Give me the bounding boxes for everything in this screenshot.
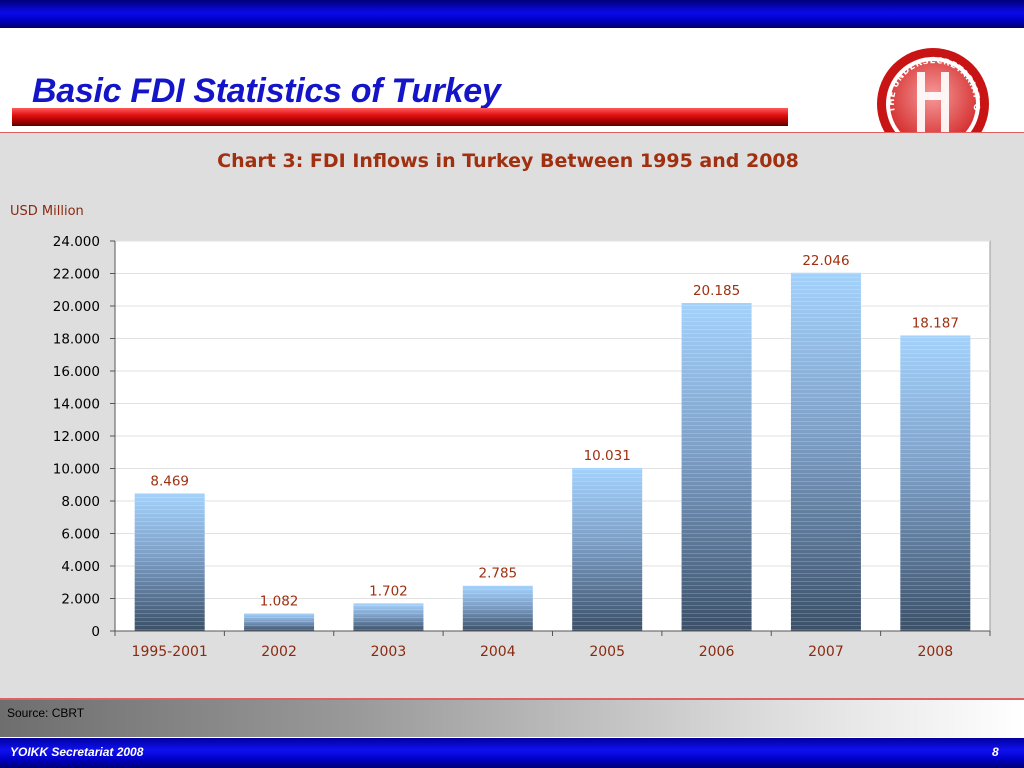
x-tick-label: 2008 bbox=[917, 644, 953, 660]
data-label: 10.031 bbox=[584, 448, 631, 464]
bar-texture bbox=[681, 302, 752, 631]
data-label: 1.082 bbox=[260, 593, 299, 609]
data-label: 18.187 bbox=[912, 315, 959, 331]
page-number: 8 bbox=[992, 745, 999, 759]
y-tick-label: 4.000 bbox=[61, 559, 100, 575]
bar-texture bbox=[900, 335, 971, 631]
y-tick-label: 20.000 bbox=[53, 299, 100, 315]
bottom-blue-band bbox=[0, 738, 1024, 768]
data-label: 20.185 bbox=[693, 283, 740, 299]
bar-texture bbox=[790, 272, 861, 631]
title-underline-bar bbox=[12, 108, 788, 126]
y-tick-label: 16.000 bbox=[53, 364, 100, 380]
axes: 0 2.000 4.000 6.000 8.000 10.000 12.000 14.000 1… bbox=[53, 234, 991, 660]
y-tick-label: 22.000 bbox=[53, 267, 100, 283]
bar-texture bbox=[572, 467, 643, 631]
slide-title: Basic FDI Statistics of Turkey bbox=[32, 72, 501, 110]
divider-bottom bbox=[0, 698, 1024, 700]
y-tick-label: 8.000 bbox=[61, 494, 100, 510]
fdi-bar-chart: Chart 3: FDI Inflows in Turkey Between 1… bbox=[10, 150, 991, 660]
y-tick-label: 14.000 bbox=[53, 397, 100, 413]
divider-top bbox=[0, 132, 1024, 133]
bar-texture bbox=[462, 585, 533, 631]
chart-title: Chart 3: FDI Inflows in Turkey Between 1… bbox=[217, 150, 799, 172]
y-tick-label: 0 bbox=[91, 624, 100, 640]
treasury-logo: THE UNDERSECRETARIAT OF TREASURY bbox=[873, 44, 991, 134]
x-tick-label: 2005 bbox=[589, 644, 625, 660]
x-tick-label: 2004 bbox=[480, 644, 516, 660]
source-note: Source: CBRT bbox=[7, 706, 85, 720]
y-tick-label: 2.000 bbox=[61, 592, 100, 608]
y-tick-label: 24.000 bbox=[53, 234, 100, 250]
bar-texture bbox=[134, 493, 205, 631]
footer-organization: YOIKK Secretariat 2008 bbox=[10, 745, 144, 759]
y-tick-label: 6.000 bbox=[61, 527, 100, 543]
y-tick-label: 10.000 bbox=[53, 462, 100, 478]
x-tick-label: 2003 bbox=[371, 644, 407, 660]
x-tick-label: 1995-2001 bbox=[132, 644, 208, 660]
x-tick-label: 2002 bbox=[261, 644, 297, 660]
x-tick-label: 2007 bbox=[808, 644, 844, 660]
source-band bbox=[0, 700, 1024, 737]
bars: 8.469 1.082 1.702 2.785 10.031 20.185 22.046 18… bbox=[134, 253, 971, 631]
y-tick-label: 12.000 bbox=[53, 429, 100, 445]
bar-texture bbox=[244, 613, 315, 631]
top-blue-band bbox=[0, 0, 1024, 28]
data-label: 8.469 bbox=[150, 473, 189, 489]
data-label: 1.702 bbox=[369, 583, 408, 599]
y-tick-label: 18.000 bbox=[53, 332, 100, 348]
chart-area: Chart 3: FDI Inflows in Turkey Between 1… bbox=[0, 133, 1024, 698]
bar-texture bbox=[353, 603, 424, 631]
data-label: 22.046 bbox=[802, 253, 849, 269]
data-label: 2.785 bbox=[478, 566, 517, 582]
y-axis-label: USD Million bbox=[10, 204, 84, 219]
x-tick-label: 2006 bbox=[699, 644, 735, 660]
